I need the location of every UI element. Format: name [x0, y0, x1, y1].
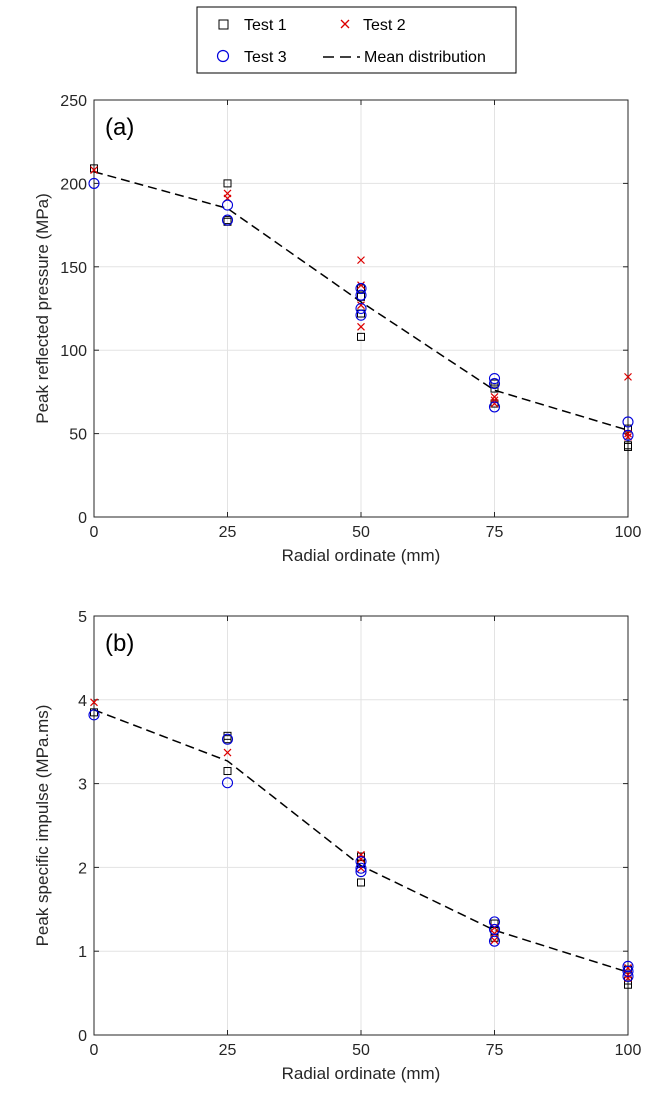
- data-point-test-3: [221, 214, 234, 226]
- legend-entry-mean-distribution: Mean distribution: [323, 49, 486, 66]
- data-point-test-3: [488, 935, 501, 947]
- data-point-test-2: [490, 936, 499, 945]
- data-point-test-2: [357, 256, 365, 265]
- data-point-test-2: [357, 322, 365, 331]
- data-point-test-2: [490, 929, 499, 938]
- data-point-test-2: [90, 698, 98, 707]
- data-point-test-3: [488, 923, 501, 935]
- y-tick-label: 50: [69, 427, 87, 444]
- legend-marker-x-icon: [340, 19, 350, 29]
- y-tick-label: 0: [78, 1028, 87, 1045]
- y-axis-label: Peak reflected pressure (MPa): [33, 193, 52, 424]
- data-point-test-3: [622, 965, 634, 977]
- data-point-test-1: [223, 179, 232, 188]
- y-tick-label: 0: [78, 510, 87, 527]
- y-tick-label: 3: [78, 777, 87, 794]
- x-tick-label: 75: [486, 524, 504, 541]
- y-tick-label: 1: [78, 944, 87, 961]
- legend-entry-test-1: Test 1: [218, 17, 287, 34]
- data-point-test-2: [624, 372, 632, 381]
- panel-b: 0 25 50 75 100 0 1 2 3 4 5 Radial ordinate (mm) Peak…: [33, 609, 641, 1083]
- x-tick-label: 50: [352, 1042, 370, 1059]
- mean-distribution-line: [93, 171, 629, 431]
- data-point-test-3: [622, 970, 634, 982]
- data-point-test-3: [221, 199, 234, 211]
- data-point-test-1: [624, 424, 632, 433]
- data-point-test-3: [355, 866, 367, 878]
- data-point-test-2: [90, 166, 98, 174]
- panel-label: (b): [105, 630, 134, 657]
- data-point-test-1: [624, 442, 632, 451]
- data-point-test-3: [355, 862, 367, 874]
- data-point-test-3: [221, 733, 234, 745]
- data-point-test-3: [88, 177, 100, 189]
- legend-entry-test-3: Test 3: [216, 49, 287, 66]
- legend-entry-test-2: Test 2: [340, 17, 406, 34]
- x-axis-label: Radial ordinate (mm): [282, 546, 441, 565]
- x-tick-label: 100: [615, 524, 642, 541]
- data-point-test-1: [223, 735, 232, 744]
- data-point-test-3: [488, 373, 501, 385]
- data-point-test-3: [622, 416, 634, 428]
- data-point-test-1: [90, 708, 98, 717]
- legend-label-test-3: Test 3: [244, 49, 287, 66]
- legend-label-mean-distribution: Mean distribution: [364, 49, 486, 66]
- y-axis-label: Peak specific impulse (MPa.ms): [33, 705, 52, 947]
- legend: Test 1 Test 2 Test 3 Mean distribution: [196, 6, 517, 74]
- y-tick-label: 250: [60, 93, 87, 110]
- data-point-test-1: [357, 878, 365, 887]
- x-axis-label: Radial ordinate (mm): [282, 1064, 441, 1083]
- y-tick-label: 5: [78, 609, 87, 626]
- data-point-test-3: [355, 302, 367, 315]
- legend-box: [196, 6, 517, 74]
- mean-distribution-line: [93, 709, 629, 973]
- x-tick-label: 25: [219, 1042, 237, 1059]
- data-point-test-3: [88, 709, 100, 721]
- data-point-test-1: [357, 332, 365, 341]
- data-point-test-3: [355, 309, 367, 321]
- y-tick-label: 2: [78, 860, 87, 877]
- data-point-test-1: [357, 852, 365, 861]
- data-point-test-3: [488, 378, 501, 390]
- x-tick-label: 75: [486, 1042, 504, 1059]
- y-tick-label: 200: [60, 176, 87, 193]
- data-point-test-3: [488, 401, 501, 413]
- data-point-test-3: [622, 429, 634, 441]
- data-point-test-3: [355, 282, 367, 295]
- data-point-test-1: [490, 379, 499, 388]
- legend-marker-circle-icon: [216, 49, 230, 63]
- y-tick-label: 4: [78, 693, 87, 710]
- data-point-test-3: [355, 289, 367, 301]
- data-point-test-2: [490, 399, 499, 408]
- data-point-test-3: [221, 777, 234, 789]
- panel-label: (a): [105, 114, 134, 141]
- x-tick-label: 50: [352, 524, 370, 541]
- x-tick-label: 100: [615, 1042, 642, 1059]
- data-point-test-2: [223, 748, 232, 757]
- data-point-test-2: [357, 301, 365, 310]
- x-tick-label: 0: [90, 1042, 99, 1059]
- y-tick-label: 100: [60, 343, 87, 360]
- data-point-test-3: [488, 916, 501, 928]
- data-point-test-2: [490, 392, 499, 401]
- legend-label-test-2: Test 2: [363, 17, 406, 34]
- legend-label-test-1: Test 1: [244, 17, 287, 34]
- x-tick-label: 25: [219, 524, 237, 541]
- data-point-test-1: [223, 767, 232, 776]
- x-tick-label: 0: [90, 524, 99, 541]
- y-tick-label: 150: [60, 260, 87, 277]
- data-point-test-2: [357, 281, 365, 290]
- panel-a: 0 25 50 75 100 0 50 100 150 200 250 Radial ordinate…: [33, 93, 641, 565]
- data-point-test-1: [490, 384, 499, 393]
- legend-marker-square-icon: [218, 19, 229, 30]
- data-point-test-1: [90, 164, 98, 173]
